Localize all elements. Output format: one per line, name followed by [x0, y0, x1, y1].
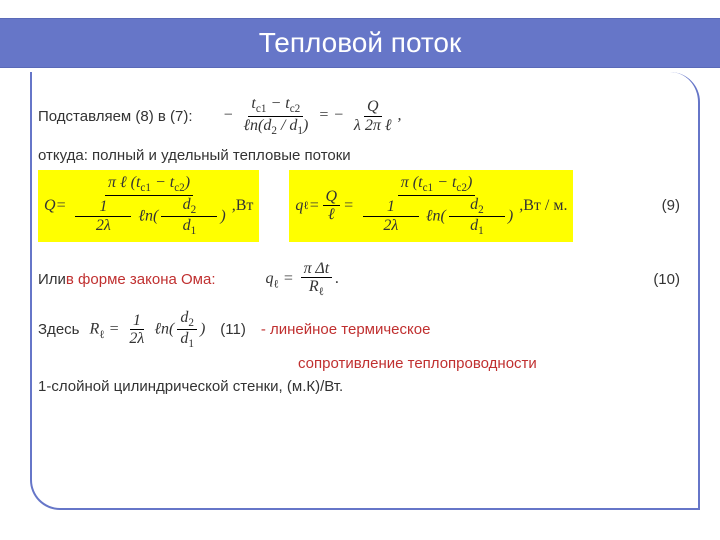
text-ohm-law: в форме закона Ома: — [66, 271, 216, 288]
text-resistance: сопротивление теплопроводности — [298, 355, 537, 372]
slide: Тепловой поток Подставляем (8) в (7): − … — [0, 0, 720, 540]
text-substitute: Подставляем (8) в (7): — [38, 108, 193, 125]
formula-1: − tc1 − tc2 ℓn(d2 / d1) = − Q λ 2π ℓ , — [223, 95, 402, 137]
row-whence: откуда: полный и удельный тепловые поток… — [38, 147, 690, 164]
eq-number-10: (10) — [653, 271, 690, 288]
formula-q-linear: qℓ = Qℓ = π (tc1 − tc2) 12λ ℓn( d2 d1 ) … — [289, 170, 573, 242]
slide-title: Тепловой поток — [259, 27, 462, 59]
text-linear-thermal: - линейное термическое — [261, 321, 431, 338]
row-wall: 1-слойной цилиндрической стенки, (м.К)/В… — [38, 378, 690, 395]
formula-rl: Rℓ = 1 2λ ℓn( d2 d1 ) — [89, 309, 205, 351]
text-wall: 1-слойной цилиндрической стенки, (м.К)/В… — [38, 378, 343, 395]
eq-number-9: (9) — [662, 197, 690, 214]
row-eq9: Q = π ℓ (tc1 − tc2) 12λ ℓn( d2 d1 ) , Вт — [38, 170, 690, 242]
formula-Q-full: Q = π ℓ (tc1 − tc2) 12λ ℓn( d2 d1 ) , Вт — [38, 170, 259, 242]
header-bar: Тепловой поток — [0, 18, 720, 68]
text-whence: откуда: полный и удельный тепловые поток… — [38, 147, 351, 164]
eq-number-11: (11) — [220, 321, 246, 338]
text-here: Здесь — [38, 321, 79, 338]
row-resistance: сопротивление теплопроводности — [298, 355, 690, 372]
row-rl: Здесь Rℓ = 1 2λ ℓn( d2 d1 ) (11) - линей… — [38, 309, 690, 351]
text-or: Или — [38, 271, 66, 288]
content: Подставляем (8) в (7): − tc1 − tc2 ℓn(d2… — [38, 95, 690, 500]
row-substitute: Подставляем (8) в (7): − tc1 − tc2 ℓn(d2… — [38, 95, 690, 137]
formula-ohm: qℓ = π Δt Rℓ . — [265, 260, 339, 299]
row-ohm: Или в форме закона Ома: qℓ = π Δt Rℓ . (… — [38, 260, 690, 299]
